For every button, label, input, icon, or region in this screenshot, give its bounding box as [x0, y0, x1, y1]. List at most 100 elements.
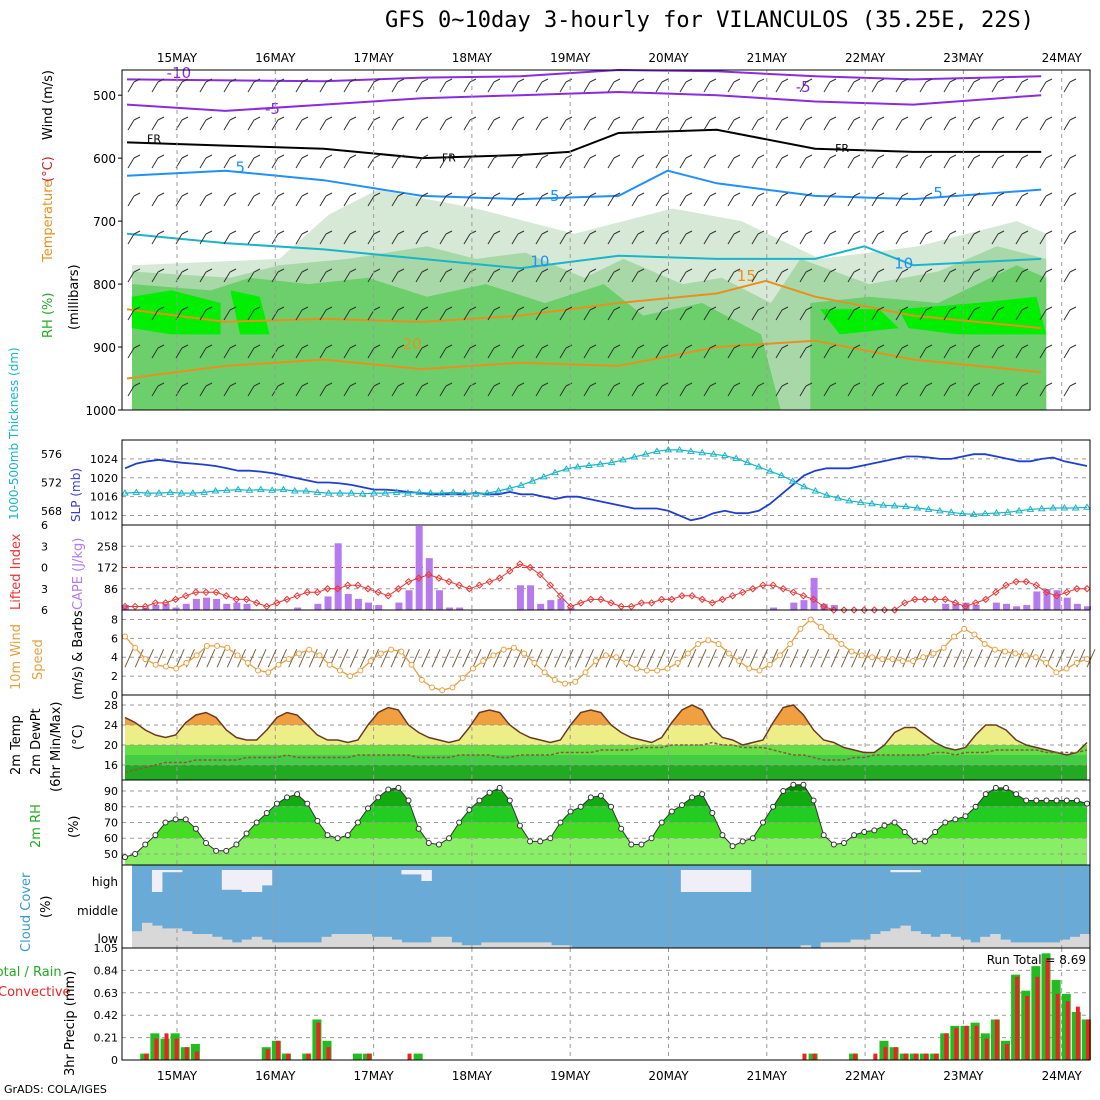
- wind-barb: [1039, 192, 1053, 207]
- cape-bar: [446, 607, 454, 610]
- cloud-low-bar: [481, 942, 492, 948]
- thickness-point: [562, 465, 571, 472]
- slp-tick-label: 1020: [90, 472, 118, 485]
- precip-convective-bar: [326, 1047, 331, 1060]
- cloud-low-bar: [241, 939, 253, 948]
- li-point: [252, 599, 261, 607]
- li-point: [263, 602, 271, 611]
- wind-barb: [511, 306, 525, 321]
- li-point: [414, 574, 423, 582]
- cloud-high-bar: [900, 870, 911, 873]
- thickness-point: [585, 461, 593, 468]
- wind-speed-point: [459, 675, 466, 681]
- thickness-point: [800, 482, 808, 490]
- surface-wind-barb: [441, 649, 451, 668]
- y-label-rh2-unit: (%): [67, 816, 82, 839]
- wind-barb: [823, 154, 837, 169]
- wind-barb: [871, 382, 885, 397]
- wind-barb: [559, 116, 573, 131]
- wind-speed-point: [674, 659, 681, 666]
- rh-point: [1073, 797, 1080, 804]
- wind-tick-label: 0: [111, 689, 118, 702]
- thickness-point: [675, 445, 684, 453]
- rh-shading: [132, 277, 781, 410]
- wind-barb: [895, 78, 909, 93]
- precip-convective-bar: [184, 1047, 189, 1060]
- run-total-label: Run Total = 8.69: [987, 953, 1086, 967]
- cape-bar: [1063, 597, 1071, 610]
- wind-barb: [415, 192, 429, 207]
- li-point: [202, 588, 210, 596]
- cape-bar: [354, 598, 362, 610]
- wind-speed-point: [715, 641, 722, 647]
- thickness-point: [438, 489, 446, 496]
- li-point: [242, 595, 251, 604]
- surface-wind-barb: [666, 649, 676, 668]
- cloud-low-bar: [960, 939, 971, 948]
- wind-barb: [847, 154, 861, 169]
- cloud-high-bar: [730, 870, 742, 892]
- wind-barb: [967, 344, 981, 359]
- wind-barb: [487, 268, 501, 283]
- thickness-point: [811, 487, 820, 494]
- rh-point: [648, 835, 655, 842]
- precip-total-bar: [352, 1053, 362, 1060]
- thickness-point: [709, 450, 718, 457]
- wind-barb: [823, 268, 837, 283]
- wind-barb: [271, 306, 285, 321]
- li-tick-label: 3: [41, 583, 48, 596]
- wind-tick-label: 4: [111, 651, 118, 664]
- legend-total-rain: Total / Rain: [0, 965, 62, 980]
- rh-point: [780, 788, 787, 795]
- wind-barb: [223, 192, 237, 207]
- wind-barb: [727, 230, 741, 245]
- wind-barb: [127, 230, 141, 245]
- cloud-low-bar: [561, 945, 572, 948]
- cloud-low-bar: [850, 939, 861, 948]
- wind-barb: [703, 344, 717, 359]
- wind-barb: [799, 154, 813, 169]
- wind-barb: [415, 230, 429, 245]
- li-point: [779, 585, 787, 593]
- thickness-point: [539, 472, 548, 480]
- rh-point: [678, 802, 685, 809]
- wind-barb: [847, 192, 861, 207]
- surface-wind-barb: [226, 649, 236, 668]
- rh-point: [132, 850, 139, 857]
- wind-barb: [343, 154, 357, 169]
- wind-barb: [919, 344, 933, 359]
- li-point: [982, 595, 990, 604]
- rh-point: [496, 784, 503, 791]
- wind-speed-point: [562, 680, 569, 687]
- cloud-low-bar: [391, 939, 402, 948]
- wind-barb: [871, 78, 885, 93]
- wind-barb: [751, 192, 765, 207]
- thickness-point: [686, 447, 695, 454]
- wind-speed-point: [214, 642, 221, 649]
- precip-convective-bar: [174, 1038, 179, 1060]
- cloud-low-bar: [361, 934, 372, 948]
- thickness-point: [664, 445, 673, 453]
- surface-wind-barb: [288, 649, 298, 668]
- cape-bar: [435, 590, 443, 610]
- wind-speed-point: [510, 644, 517, 651]
- rh-point: [203, 839, 210, 846]
- wind-barb: [463, 78, 477, 93]
- precip-tick-label: 0.21: [94, 1032, 119, 1045]
- cloud-level-middle: middle: [77, 904, 118, 918]
- wind-speed-point: [879, 656, 886, 663]
- cloud-low-bar: [900, 925, 911, 948]
- cape-bar: [365, 602, 373, 610]
- thickness-point: [166, 488, 175, 495]
- surface-wind-barb: [615, 649, 625, 668]
- thickness-point: [494, 487, 503, 494]
- wind-barb: [943, 382, 957, 397]
- wind-speed-point: [971, 631, 978, 638]
- wind-barb: [895, 306, 909, 321]
- li-point: [921, 595, 929, 604]
- cape-bar: [547, 600, 555, 610]
- date-label-top: 15MAY: [157, 51, 198, 65]
- cape-bar: [243, 603, 251, 610]
- contour-label: 5: [550, 187, 560, 205]
- thickness-point: [822, 491, 831, 498]
